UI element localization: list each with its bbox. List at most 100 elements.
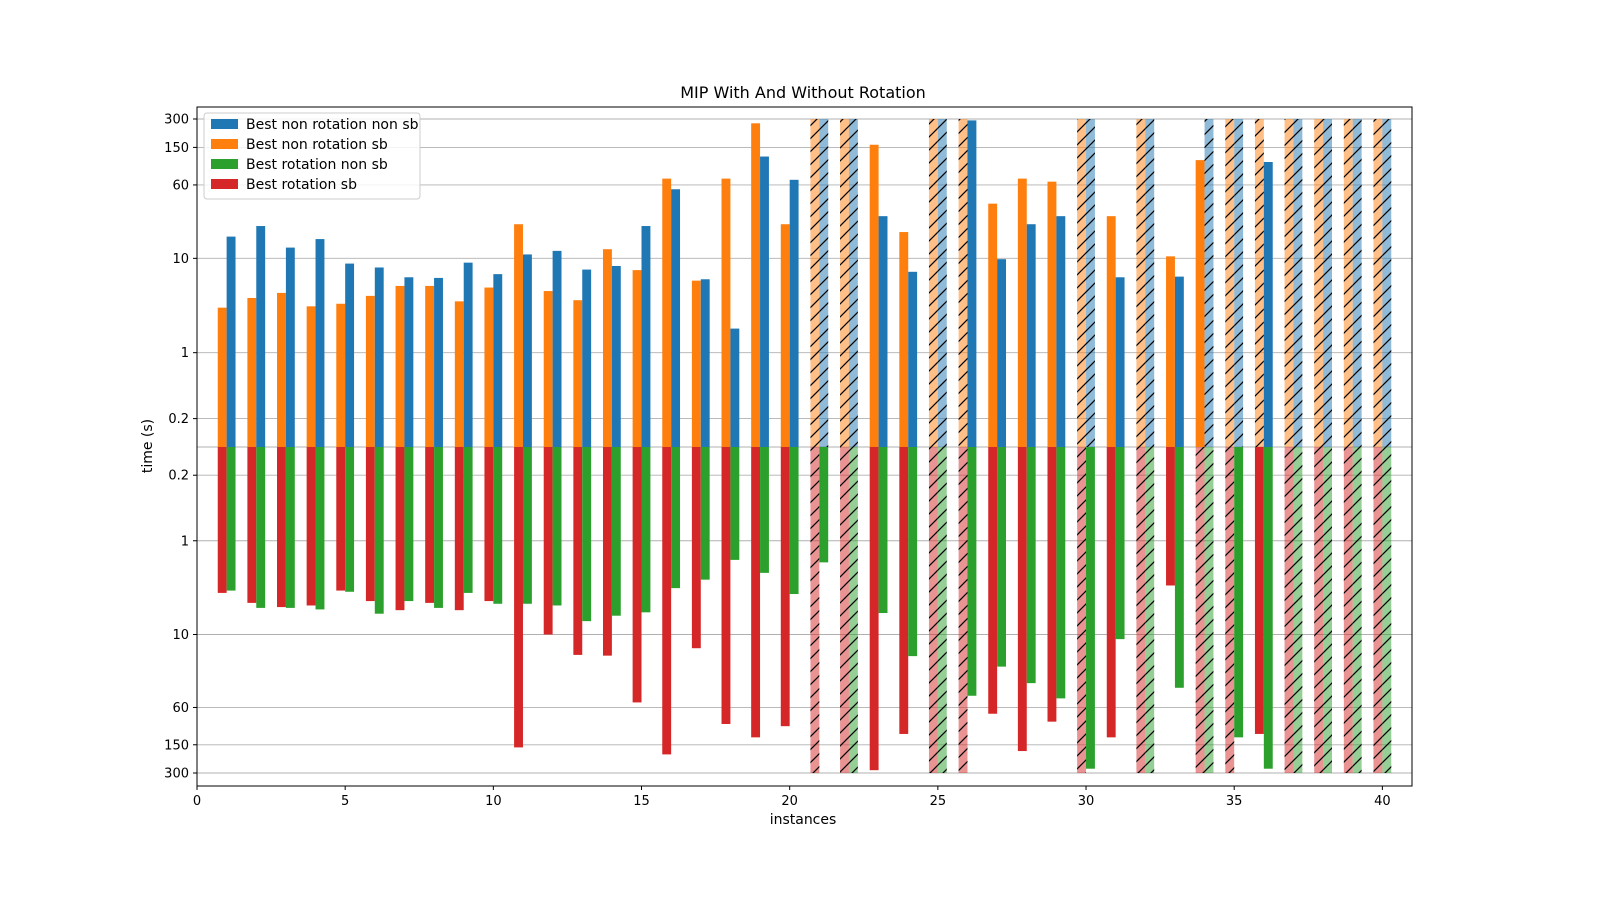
timeout-hatch <box>1077 447 1087 773</box>
bar-best-rotation-non-sb <box>878 447 888 614</box>
timeout-hatch <box>1077 119 1087 447</box>
x-tick-label: 25 <box>930 794 947 809</box>
bar-best-rotation-non-sb <box>997 447 1007 667</box>
y-tick-label-top: 150 <box>164 141 189 156</box>
axes <box>196 106 1413 787</box>
bar-best-non-rotation-non-sb <box>908 271 918 447</box>
bar-best-rotation-non-sb <box>1056 447 1066 699</box>
legend-swatch <box>211 179 238 189</box>
chart-title: MIP With And Without Rotation <box>680 83 926 102</box>
legend-swatch <box>211 159 238 169</box>
bar-best-rotation-sb <box>602 447 612 656</box>
bar-best-rotation-non-sb <box>315 447 325 610</box>
bar-best-non-rotation-sb <box>277 292 286 447</box>
bar-best-non-rotation-non-sb <box>345 263 355 447</box>
timeout-hatch <box>1204 447 1214 773</box>
x-tick-label: 15 <box>633 794 650 809</box>
y-tick-label-bottom: 60 <box>172 701 189 716</box>
timeout-hatch <box>1136 119 1146 447</box>
bar-best-non-rotation-non-sb <box>315 239 325 447</box>
timeout-hatch <box>1293 447 1303 773</box>
bar-best-rotation-non-sb <box>582 447 592 622</box>
timeout-hatch <box>1293 119 1303 447</box>
bar-best-rotation-non-sb <box>256 447 266 608</box>
bar-best-rotation-sb <box>573 447 583 655</box>
bar-best-non-rotation-sb <box>721 178 731 447</box>
bar-best-non-rotation-non-sb <box>1263 162 1273 447</box>
y-tick-label-top: 1 <box>181 346 189 361</box>
bar-best-rotation-sb <box>1017 447 1027 752</box>
timeout-hatch <box>1314 119 1324 447</box>
bar-best-non-rotation-non-sb <box>1174 276 1184 447</box>
timeout-hatch <box>848 447 858 773</box>
tick-group: 300 150 60 10 1 0.2 0.2 1 10 60 150 300 0 5 10 15 20 25 30… <box>164 113 1390 810</box>
timeout-hatch <box>819 119 829 447</box>
legend-label: Best non rotation sb <box>246 137 388 153</box>
timeout-hatch <box>1145 119 1155 447</box>
bar-best-non-rotation-sb <box>573 300 583 447</box>
bar-best-non-rotation-non-sb <box>789 179 799 447</box>
y-tick-label-top: 10 <box>172 252 189 267</box>
bar-best-rotation-non-sb <box>493 447 503 604</box>
bar-best-rotation-non-sb <box>641 447 651 613</box>
bar-best-rotation-sb <box>721 447 731 724</box>
bar-best-non-rotation-non-sb <box>700 279 710 447</box>
x-tick-label: 0 <box>193 794 201 809</box>
bar-best-rotation-non-sb <box>374 447 384 614</box>
timeout-hatch <box>1343 447 1353 773</box>
x-tick-label: 40 <box>1374 794 1391 809</box>
bar-group <box>217 119 1392 773</box>
y-tick-label-bottom: 1 <box>181 534 189 549</box>
bar-best-rotation-non-sb <box>967 447 977 696</box>
bar-best-non-rotation-non-sb <box>404 277 414 447</box>
bar-best-rotation-sb <box>691 447 701 649</box>
timeout-hatch <box>1382 119 1392 447</box>
timeout-hatch <box>1136 447 1146 773</box>
bar-best-non-rotation-sb <box>899 232 909 447</box>
y-tick-label-top: 300 <box>164 113 189 128</box>
bar-best-non-rotation-non-sb <box>611 265 621 447</box>
bar-best-rotation-non-sb <box>760 447 769 573</box>
bar-best-rotation-sb <box>869 447 879 771</box>
bar-best-non-rotation-non-sb <box>463 262 473 447</box>
bar-best-non-rotation-non-sb <box>878 216 888 447</box>
bar-best-rotation-sb <box>277 447 286 608</box>
bar-best-non-rotation-sb <box>425 285 435 447</box>
timeout-hatch <box>1254 119 1264 447</box>
timeout-hatch <box>937 119 947 447</box>
timeout-hatch <box>1382 447 1392 773</box>
bar-best-non-rotation-sb <box>514 224 523 447</box>
plot-frame <box>196 106 1413 787</box>
bar-best-non-rotation-sb <box>1166 256 1175 447</box>
legend-box <box>203 112 421 200</box>
timeout-hatch <box>928 447 938 773</box>
bar-best-rotation-sb <box>1166 447 1175 586</box>
bar-best-non-rotation-non-sb <box>641 226 651 447</box>
bar-best-rotation-non-sb <box>1234 447 1244 738</box>
legend-swatch <box>211 119 238 129</box>
bar-best-non-rotation-sb <box>662 178 672 447</box>
legend-label: Best non rotation non sb <box>246 117 419 133</box>
x-tick-label: 10 <box>485 794 502 809</box>
bar-best-rotation-non-sb <box>611 447 621 616</box>
bar-best-non-rotation-sb <box>632 270 642 447</box>
bar-best-rotation-sb <box>1047 447 1057 722</box>
timeout-hatch <box>1373 447 1383 773</box>
y-tick-label-bottom: 0.2 <box>168 469 189 484</box>
bar-best-non-rotation-non-sb <box>997 259 1007 447</box>
y-tick-label-top: 60 <box>172 178 189 193</box>
bar-best-rotation-non-sb <box>819 447 829 563</box>
bar-best-non-rotation-sb <box>306 306 316 447</box>
x-tick-label: 5 <box>341 794 349 809</box>
timeout-hatch <box>1086 119 1095 447</box>
timeout-hatch <box>937 447 947 773</box>
bar-best-rotation-sb <box>662 447 672 755</box>
bar-best-rotation-sb <box>454 447 464 611</box>
legend-label: Best rotation non sb <box>246 157 388 173</box>
bar-best-rotation-sb <box>780 447 790 727</box>
timeout-hatch <box>958 119 968 447</box>
bar-best-non-rotation-sb <box>602 249 612 447</box>
timeout-hatch <box>1284 119 1294 447</box>
y-tick-label-bottom: 150 <box>164 738 189 753</box>
